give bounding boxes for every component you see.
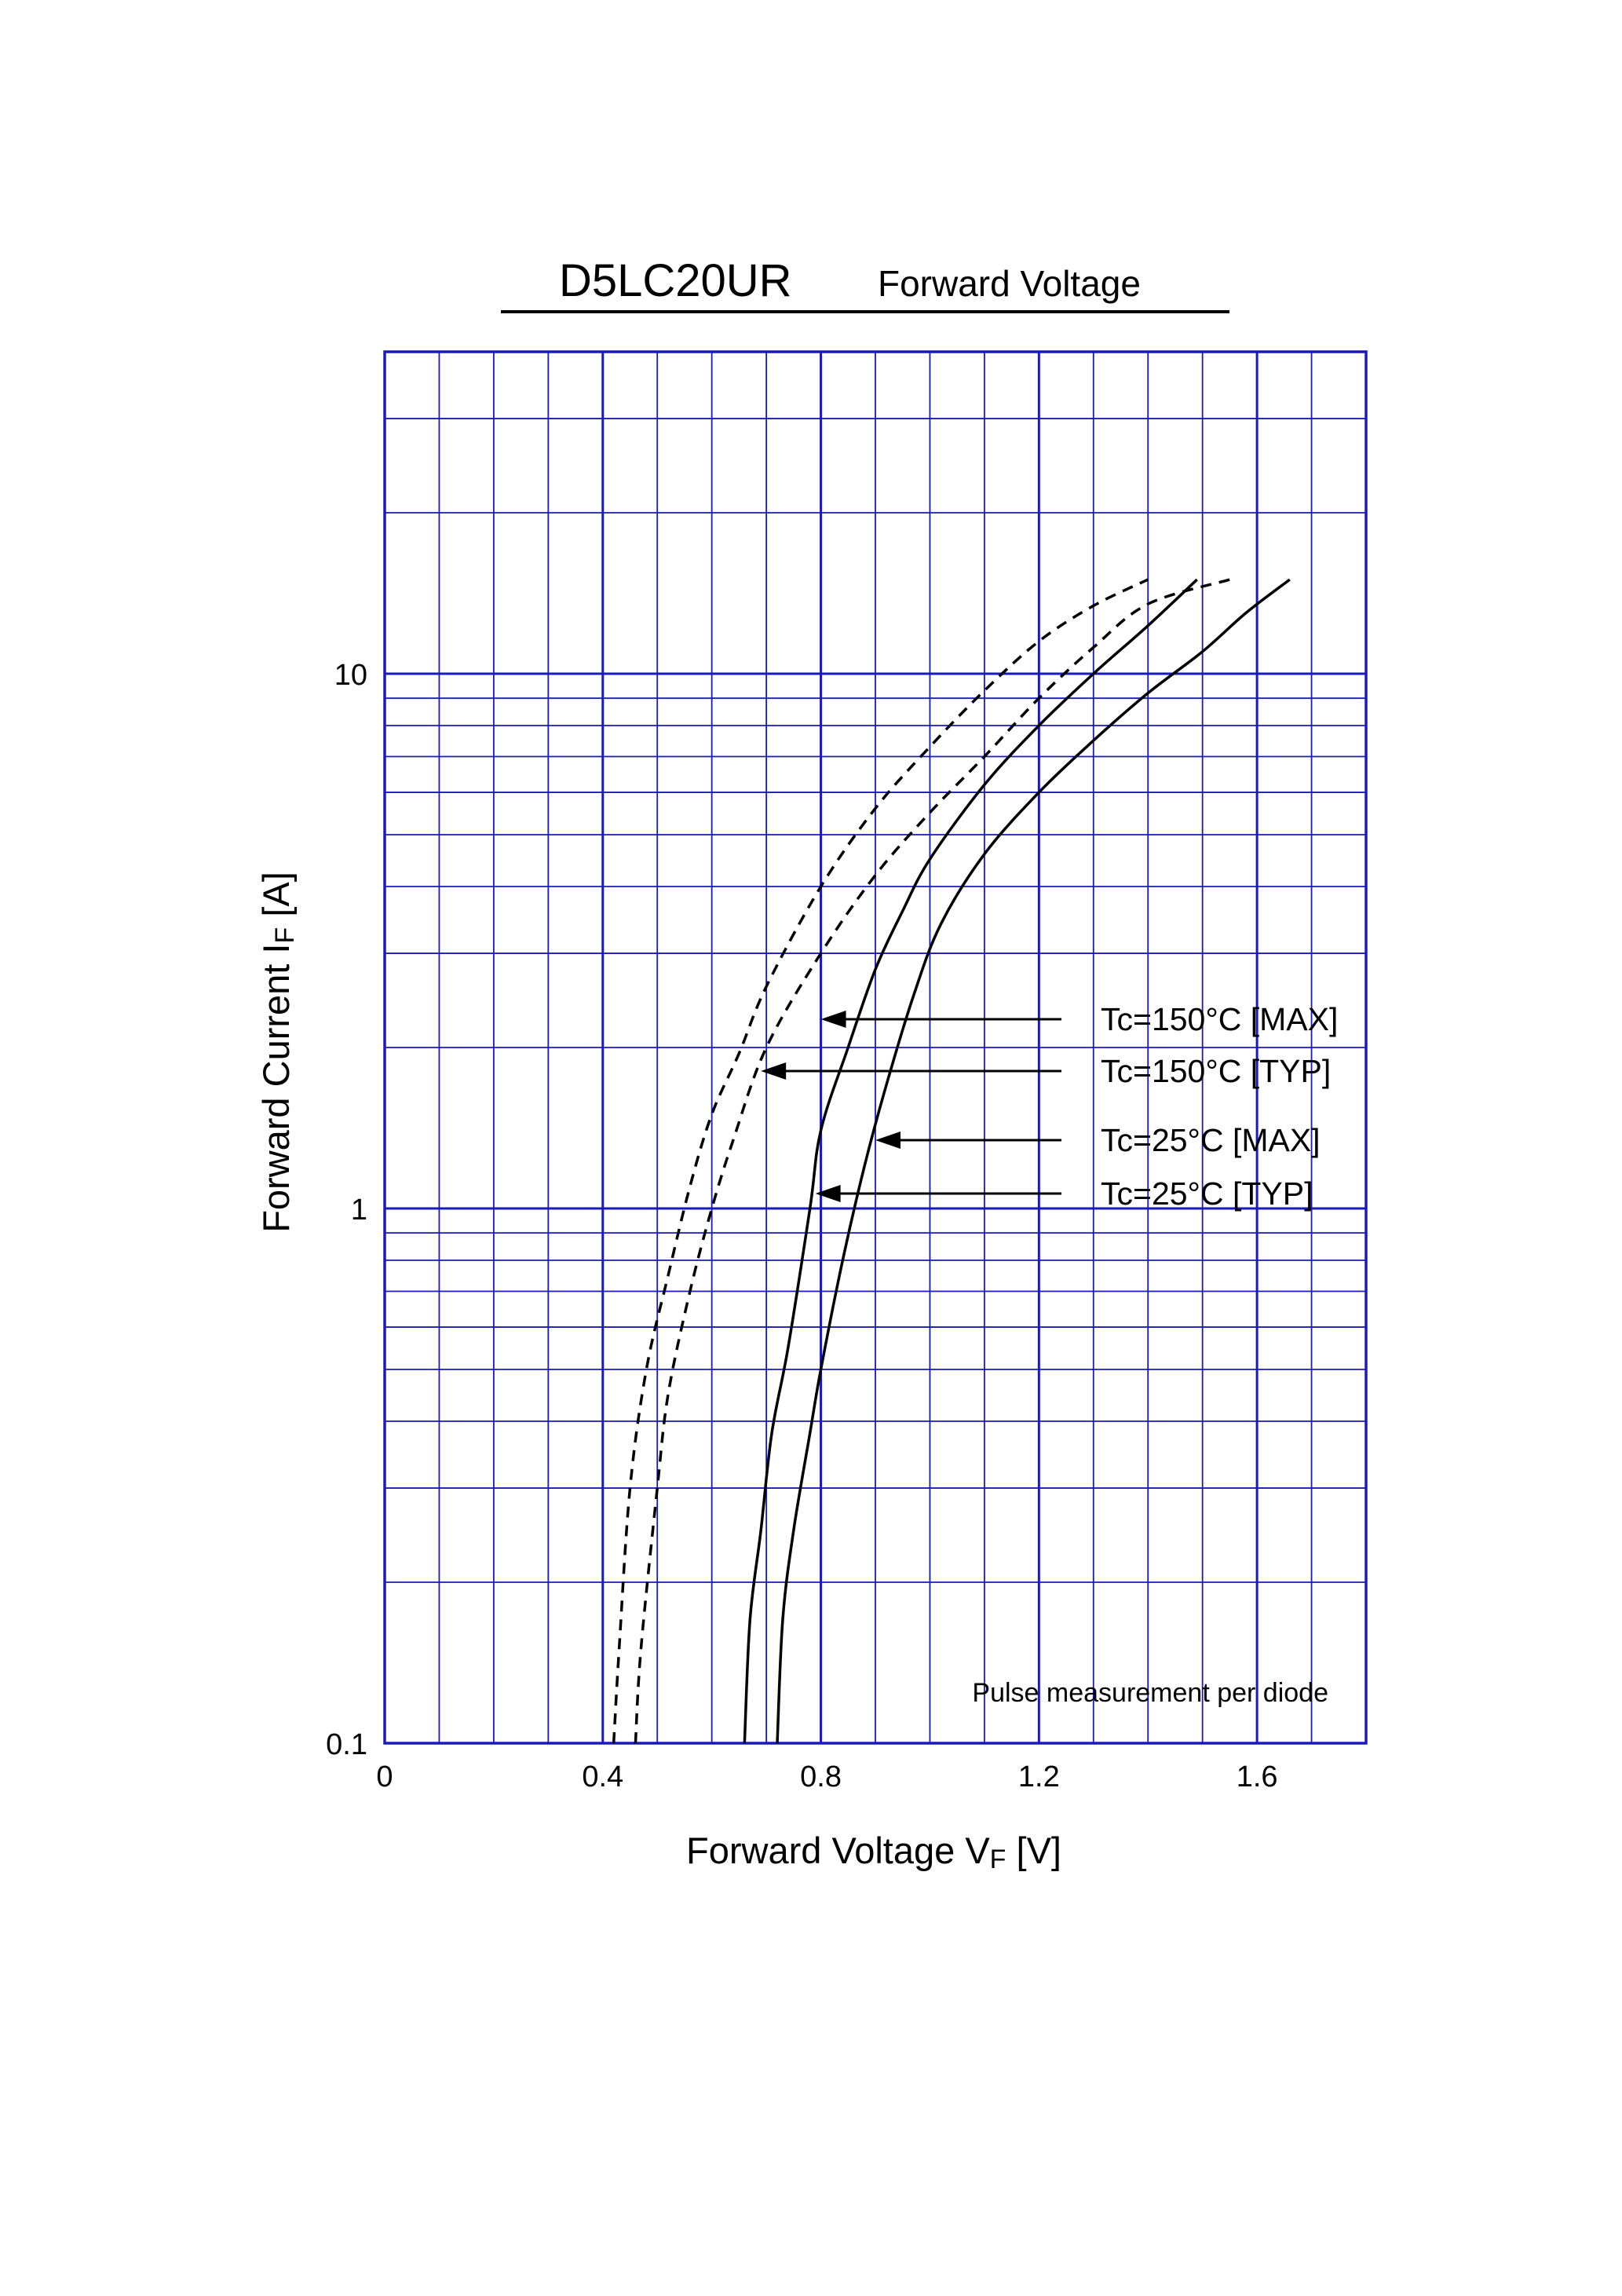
x-axis-label-main: Forward Voltage V bbox=[686, 1830, 990, 1871]
x-tick-label: 0.8 bbox=[800, 1760, 842, 1793]
legend-label: Tc=150°C [TYP] bbox=[1101, 1053, 1331, 1089]
x-tick-label: 1.2 bbox=[1018, 1760, 1060, 1793]
chart-subtitle: Forward Voltage bbox=[878, 263, 1141, 304]
series-lines bbox=[612, 578, 1291, 1744]
legend-label: Tc=150°C [MAX] bbox=[1101, 1001, 1338, 1037]
legend-arrow-head bbox=[820, 1011, 846, 1028]
series-curve-0 bbox=[634, 578, 1230, 1744]
x-axis-label: Forward Voltage VF [V] bbox=[686, 1830, 1061, 1874]
legend-label: Tc=25°C [MAX] bbox=[1101, 1122, 1321, 1158]
y-tick-label: 1 bbox=[351, 1194, 367, 1227]
major-grid bbox=[383, 350, 1368, 1745]
y-axis-label-sub: F bbox=[270, 927, 300, 944]
legend-arrow-head bbox=[815, 1185, 841, 1202]
legend-arrow-head bbox=[875, 1132, 901, 1149]
series-curve-1 bbox=[612, 578, 1149, 1744]
y-axis-label-main: Forward Current I bbox=[255, 944, 297, 1233]
legend-arrows: Tc=150°C [MAX] Tc=150°C [TYP] Tc=25°C [MAX… bbox=[761, 1001, 1338, 1212]
series-curve-3 bbox=[743, 578, 1198, 1744]
legend-arrow-head bbox=[761, 1062, 787, 1080]
legend-label: Tc=25°C [TYP] bbox=[1101, 1175, 1313, 1212]
x-tick-labels: 0 0.4 0.8 1.2 1.6 bbox=[376, 1760, 1277, 1793]
y-axis-label: Forward Current IF [A] bbox=[255, 872, 300, 1233]
x-tick-label: 1.6 bbox=[1237, 1760, 1278, 1793]
minor-grid bbox=[385, 351, 1367, 1743]
y-tick-label: 10 bbox=[334, 659, 367, 692]
x-axis-label-unit: [V] bbox=[1006, 1830, 1061, 1871]
series-curve-2 bbox=[776, 578, 1291, 1744]
x-axis-label-sub: F bbox=[990, 1844, 1006, 1874]
y-axis-label-unit: [A] bbox=[255, 872, 297, 927]
y-tick-label: 0.1 bbox=[326, 1728, 367, 1761]
plot-frame bbox=[383, 350, 1368, 1745]
y-tick-labels: 0.1 1 10 bbox=[326, 659, 367, 1761]
chart-title-part-number: D5LC20UR bbox=[559, 255, 792, 306]
pulse-measurement-note: Pulse measurement per diode bbox=[972, 1678, 1328, 1708]
x-tick-label: 0.4 bbox=[582, 1760, 623, 1793]
x-tick-label: 0 bbox=[376, 1760, 393, 1793]
